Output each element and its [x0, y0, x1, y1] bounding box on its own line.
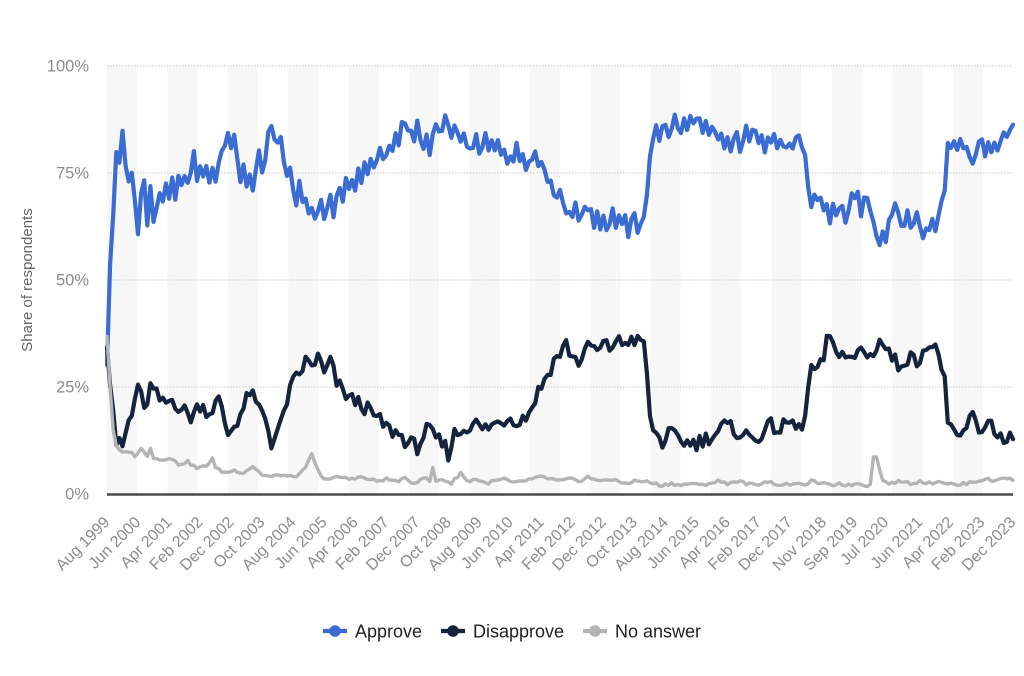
svg-text:No answer: No answer [615, 622, 701, 642]
svg-text:Disapprove: Disapprove [473, 622, 564, 642]
svg-text:25%: 25% [56, 379, 89, 397]
svg-text:100%: 100% [47, 58, 90, 76]
svg-text:Share of respondents: Share of respondents [19, 208, 36, 351]
svg-text:0%: 0% [65, 486, 89, 504]
svg-text:75%: 75% [56, 165, 89, 183]
svg-text:Approve: Approve [355, 622, 422, 642]
svg-text:50%: 50% [56, 272, 89, 290]
